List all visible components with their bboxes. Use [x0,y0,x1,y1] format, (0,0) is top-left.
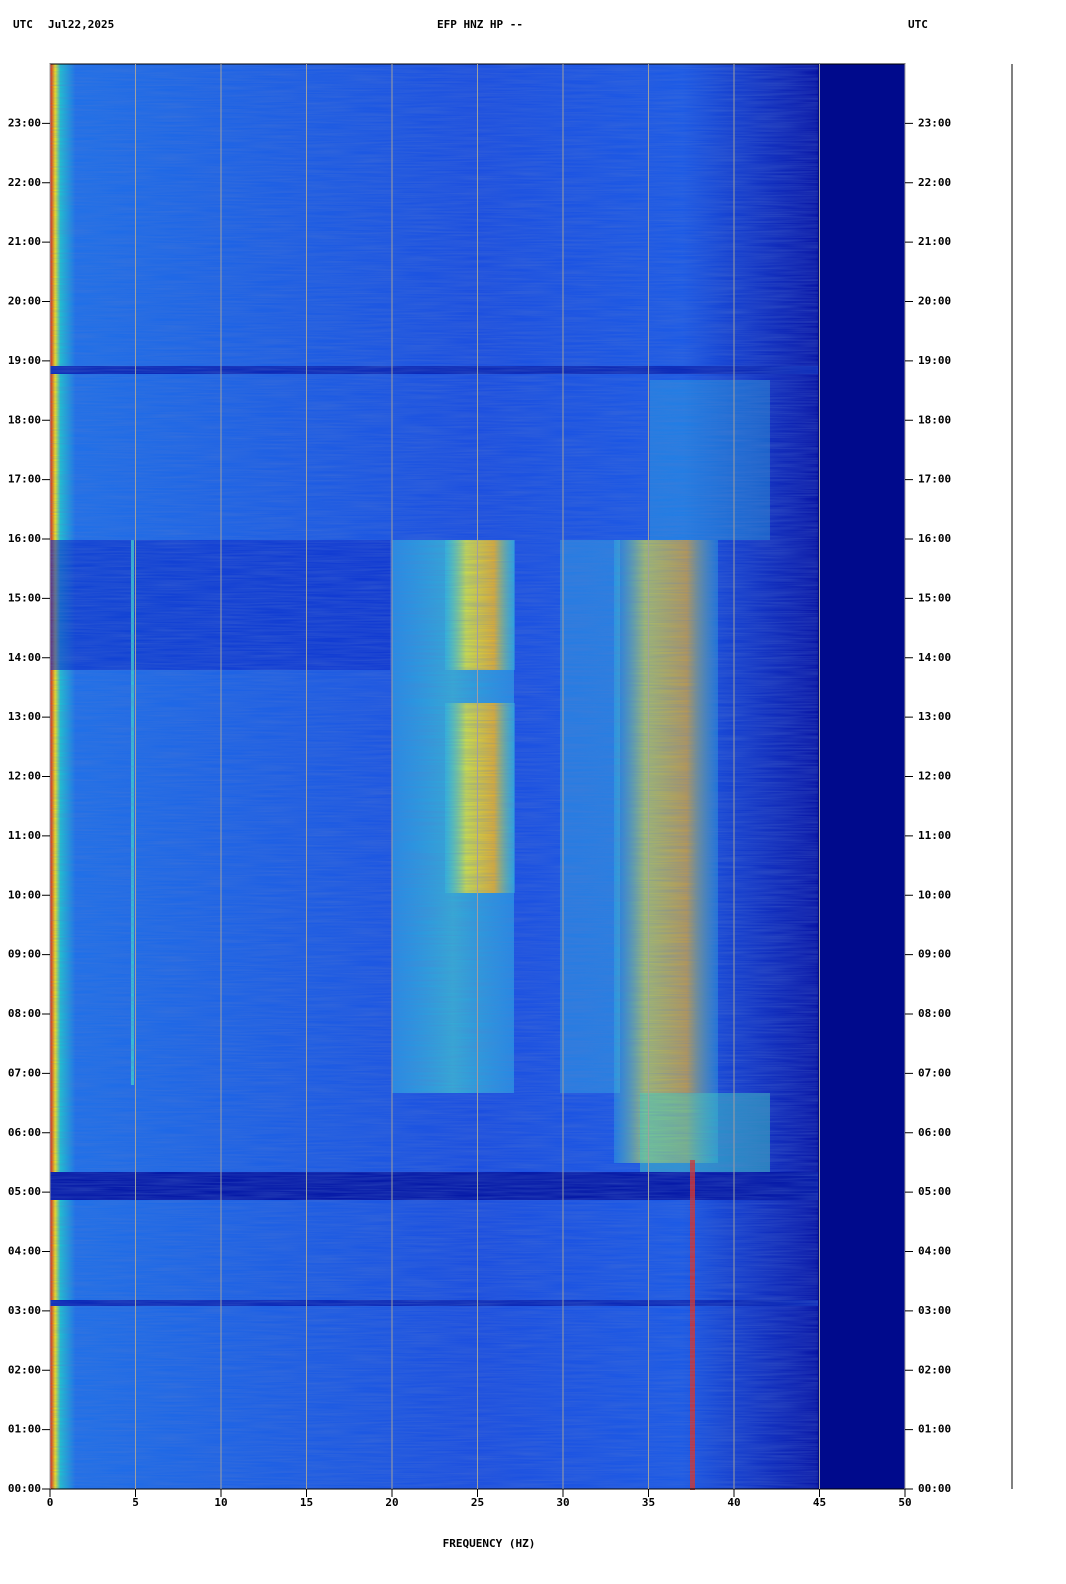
x-tick-label: 0 [47,1496,54,1509]
y-tick-label-left: 08:00 [8,1007,41,1020]
y-tick-label-left: 05:00 [8,1185,41,1198]
date: Jul22,2025 [48,18,114,31]
y-tick-label-right: 18:00 [918,413,951,426]
y-tick-label-right: 07:00 [918,1066,951,1079]
y-tick-label-right: 20:00 [918,295,951,308]
y-tick-label-right: 15:00 [918,591,951,604]
x-tick-label: 20 [385,1496,398,1509]
y-tick-label-right: 23:00 [918,116,951,129]
y-tick-label-left: 18:00 [8,413,41,426]
y-tick-label-left: 01:00 [8,1423,41,1436]
y-tick-label-left: 10:00 [8,888,41,901]
x-tick-label: 5 [132,1496,139,1509]
y-tick-label-right: 05:00 [918,1185,951,1198]
y-tick-label-right: 14:00 [918,651,951,664]
y-tick-label-right: 04:00 [918,1245,951,1258]
x-tick-label: 50 [898,1496,911,1509]
chart-title: EFP HNZ HP -- [437,18,523,31]
x-tick-label: 35 [642,1496,655,1509]
y-tick-label-left: 09:00 [8,948,41,961]
timezone-left: UTC [13,18,33,31]
y-tick-label-right: 17:00 [918,473,951,486]
y-tick-label-right: 03:00 [918,1304,951,1317]
y-tick-label-left: 21:00 [8,235,41,248]
y-tick-label-left: 03:00 [8,1304,41,1317]
x-tick-label: 15 [300,1496,313,1509]
y-tick-label-left: 00:00 [8,1482,41,1495]
y-tick-label-right: 10:00 [918,888,951,901]
y-tick-label-right: 21:00 [918,235,951,248]
y-tick-label-right: 02:00 [918,1363,951,1376]
y-tick-label-right: 01:00 [918,1423,951,1436]
x-tick-label: 40 [727,1496,740,1509]
y-tick-label-left: 11:00 [8,829,41,842]
y-tick-label-left: 14:00 [8,651,41,664]
y-tick-label-left: 07:00 [8,1066,41,1079]
y-tick-label-right: 13:00 [918,710,951,723]
y-tick-label-right: 19:00 [918,354,951,367]
y-tick-label-left: 20:00 [8,295,41,308]
x-tick-label: 25 [471,1496,484,1509]
y-tick-label-left: 15:00 [8,591,41,604]
y-tick-label-right: 11:00 [918,829,951,842]
y-tick-label-left: 04:00 [8,1245,41,1258]
y-tick-label-left: 23:00 [8,116,41,129]
y-tick-label-right: 22:00 [918,176,951,189]
y-tick-label-right: 00:00 [918,1482,951,1495]
y-tick-label-right: 16:00 [918,532,951,545]
y-tick-label-right: 09:00 [918,948,951,961]
y-tick-label-left: 17:00 [8,473,41,486]
x-tick-label: 45 [813,1496,826,1509]
y-tick-label-left: 16:00 [8,532,41,545]
y-tick-label-left: 06:00 [8,1126,41,1139]
x-axis-label: FREQUENCY (HZ) [443,1537,536,1550]
y-tick-label-left: 19:00 [8,354,41,367]
x-tick-label: 10 [214,1496,227,1509]
y-tick-label-right: 06:00 [918,1126,951,1139]
y-tick-label-left: 12:00 [8,770,41,783]
y-tick-label-left: 22:00 [8,176,41,189]
y-tick-label-right: 12:00 [918,770,951,783]
y-tick-label-left: 02:00 [8,1363,41,1376]
y-tick-label-left: 13:00 [8,710,41,723]
y-tick-label-right: 08:00 [918,1007,951,1020]
x-tick-label: 30 [556,1496,569,1509]
timezone-right: UTC [908,18,928,31]
